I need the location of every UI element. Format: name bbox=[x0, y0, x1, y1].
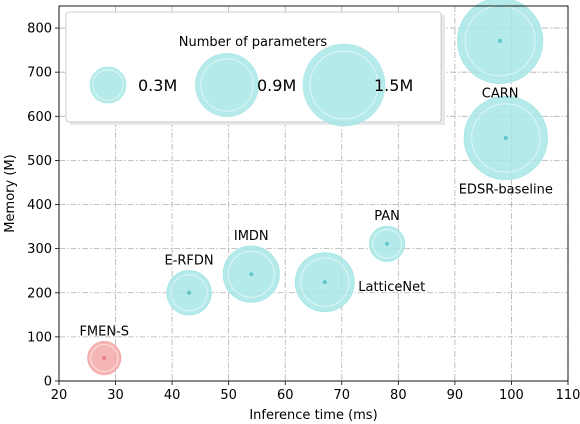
y-tick-label: 100 bbox=[27, 330, 52, 345]
bubble-ring bbox=[471, 103, 541, 173]
bubble-imdn bbox=[222, 245, 280, 303]
bubbles bbox=[87, 0, 548, 376]
legend: Number of parameters 0.3M 0.9M 1.5M bbox=[65, 11, 445, 127]
legend-bubble-ring bbox=[92, 69, 124, 101]
bubble-ring bbox=[372, 228, 402, 259]
bubble-ring bbox=[227, 250, 275, 298]
x-tick-label: 110 bbox=[556, 388, 580, 403]
y-tick-label: 600 bbox=[27, 110, 52, 125]
bubble-center bbox=[322, 280, 327, 285]
bubble-center bbox=[187, 290, 192, 295]
y-tick-label: 500 bbox=[27, 154, 52, 169]
x-axis-label: Inference time (ms) bbox=[249, 408, 377, 423]
x-tick-label: 30 bbox=[107, 388, 124, 403]
legend-label: 0.9M bbox=[257, 76, 296, 95]
legend-entry: 1.5M bbox=[302, 43, 413, 127]
bubble-ring bbox=[170, 274, 208, 312]
y-tick-label: 800 bbox=[27, 22, 52, 37]
bubble-carn bbox=[457, 0, 544, 84]
point-label: IMDN bbox=[234, 229, 269, 244]
y-tick-label: 0 bbox=[44, 375, 52, 390]
plot-frame bbox=[58, 5, 569, 382]
bubble-edsr-baseline bbox=[463, 95, 548, 181]
legend-bubble-ring bbox=[200, 58, 254, 112]
legend-bubble bbox=[89, 66, 127, 104]
y-tick-label: 300 bbox=[27, 242, 52, 257]
x-tick-label: 50 bbox=[220, 388, 237, 403]
x-tick-label: 70 bbox=[334, 388, 351, 403]
point-label: EDSR-baseline bbox=[459, 183, 553, 198]
bubble-center bbox=[102, 356, 107, 361]
x-tick-label: 100 bbox=[499, 388, 524, 403]
legend-entry: 0.9M bbox=[194, 52, 296, 118]
legend-entry: 0.3M bbox=[89, 66, 177, 104]
point-label: PAN bbox=[374, 209, 400, 224]
bubble-fmen-s bbox=[87, 341, 122, 376]
y-axis-label: Memory (M) bbox=[3, 154, 18, 232]
bubble-ring bbox=[90, 343, 119, 373]
legend-bubble bbox=[194, 52, 260, 118]
legend-label: 1.5M bbox=[374, 76, 413, 95]
bubble-latticenet bbox=[294, 252, 355, 313]
axes: 20 30 40 50 60 70 80 90 100 110 0 100 200 300 400 500 60… bbox=[27, 5, 580, 403]
bubble-center bbox=[503, 135, 508, 140]
y-tick-label: 200 bbox=[27, 286, 52, 301]
legend-label: 0.3M bbox=[138, 76, 177, 95]
legend-bubble-ring bbox=[309, 50, 379, 120]
x-tick-label: 80 bbox=[390, 388, 407, 403]
x-tick-label: 90 bbox=[447, 388, 464, 403]
point-label: FMEN-S bbox=[79, 325, 129, 340]
legend-bubble bbox=[302, 43, 386, 127]
point-label: CARN bbox=[482, 86, 519, 101]
bubble-center bbox=[385, 241, 390, 246]
point-label: LatticeNet bbox=[358, 280, 425, 295]
x-tick-label: 40 bbox=[164, 388, 181, 403]
x-tick-label: 60 bbox=[277, 388, 294, 403]
point-label: E-RFDN bbox=[164, 254, 213, 269]
y-tick-label: 700 bbox=[27, 66, 52, 81]
y-tick-label: 400 bbox=[27, 198, 52, 213]
bubble-pan bbox=[368, 225, 406, 262]
bubble-center bbox=[249, 272, 254, 277]
point-labels: FMEN-S E-RFDN IMDN LatticeNet PAN CARN EDSR-ba… bbox=[79, 86, 552, 339]
bubble-e-rfdn bbox=[166, 270, 212, 316]
bubble-ring bbox=[300, 257, 350, 307]
x-tick-label: 20 bbox=[51, 388, 68, 403]
legend-title: Number of parameters bbox=[179, 35, 328, 50]
bubble-center bbox=[498, 38, 503, 43]
